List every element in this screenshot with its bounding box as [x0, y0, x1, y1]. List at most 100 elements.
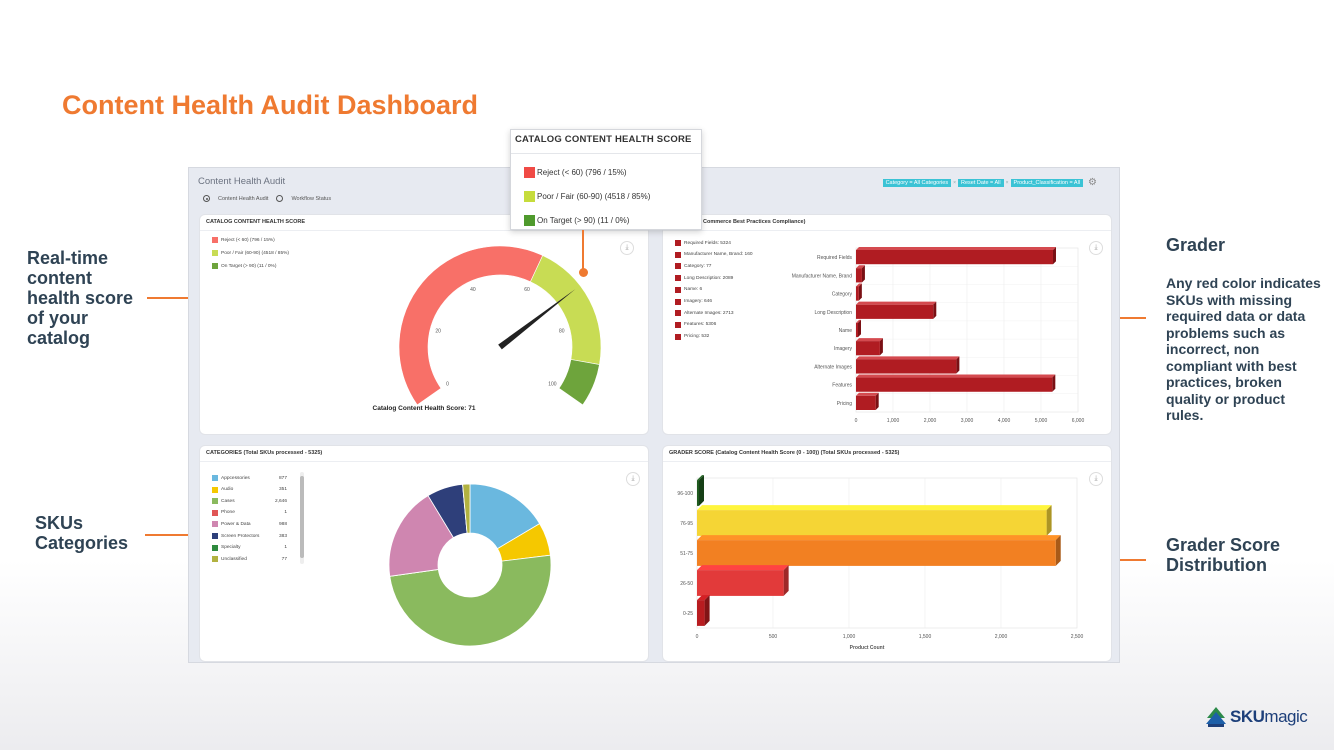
legend-swatch [212, 521, 218, 528]
legend-swatch [212, 475, 218, 481]
gauge-legend-item[interactable]: Reject (< 60) (796 / 15%) [212, 237, 275, 243]
popup-item-on-target[interactable]: On Target (> 90) (11 / 0%) [524, 215, 629, 226]
grader-bar[interactable] [856, 374, 1056, 392]
gauge-band-2 [558, 359, 600, 406]
gauge-tick-label: 60 [524, 287, 530, 293]
download-icon[interactable]: ⤓ [626, 472, 640, 486]
grader-legend-item[interactable]: Category: 77 [675, 263, 711, 270]
distribution-bar[interactable] [697, 535, 1061, 566]
legend-label: Pricing: 532 [684, 334, 710, 340]
category-name: Screen Protectors [221, 533, 260, 539]
grader-legend-item[interactable]: Alternate Images: 2713 [675, 310, 734, 317]
radio-content-health-audit[interactable] [203, 195, 210, 202]
scrollbar-thumb[interactable] [300, 476, 304, 558]
donut-slice-unclassified[interactable] [462, 483, 471, 534]
x-tick-label: 5,000 [1035, 418, 1048, 424]
category-name: Cases [221, 498, 235, 504]
grader-legend-item[interactable]: Features: 5306 [675, 321, 716, 328]
category-count: 2,646 [274, 498, 287, 504]
category-legend-item[interactable]: Phone 1 [212, 509, 287, 516]
y-tick-label: Required Fields [817, 255, 853, 261]
grader-legend-item[interactable]: Manufacturer Name, Brand: 160 [675, 251, 753, 258]
gauge-legend-item[interactable]: On Target (> 90) (11 / 0%) [212, 263, 276, 269]
grader-bar[interactable] [856, 301, 937, 319]
download-icon[interactable]: ⤓ [620, 241, 634, 255]
donut-slice-power-data[interactable] [388, 495, 454, 577]
grader-bar[interactable] [856, 265, 865, 283]
filter-chip-classification[interactable]: Product_Classification = All [1010, 178, 1084, 187]
gear-icon[interactable]: ⚙ [1088, 177, 1097, 188]
legend-swatch [212, 509, 218, 516]
filter-remove-icon[interactable]: × [1005, 179, 1009, 186]
panel-title: GRADER SCORE (Catalog Content Health Sco… [669, 450, 900, 456]
distribution-bar[interactable] [697, 475, 704, 506]
gauge-needle [498, 289, 576, 350]
filter-bar: Category = All Categories × Reset Date =… [882, 177, 1097, 188]
legend-swatch [212, 250, 218, 256]
x-tick-label: 1,000 [843, 634, 856, 640]
popup-item-poor-fair[interactable]: Poor / Fair (60-90) (4518 / 85%) [524, 191, 650, 202]
gauge-legend-item[interactable]: Poor / Fair (60-90) (4518 / 85%) [212, 250, 289, 256]
popup-item-label: On Target (> 90) (11 / 0%) [537, 216, 630, 225]
distribution-bar[interactable] [697, 565, 789, 596]
gauge-tick-label: 80 [559, 328, 565, 334]
filter-chip-reset-date[interactable]: Reset Date = All [958, 178, 1004, 187]
category-legend-item[interactable]: Cases 2,646 [212, 498, 287, 505]
category-legend-item[interactable]: Screen Protectors 383 [212, 533, 287, 539]
grader-legend-item[interactable]: Required Fields: 5324 [675, 240, 731, 246]
category-legend-item[interactable]: Specialty 1 [212, 544, 287, 551]
x-tick-label: 2,500 [1071, 634, 1084, 640]
distribution-panel: GRADER SCORE (Catalog Content Health Sco… [662, 445, 1112, 662]
category-name: Audio [221, 487, 234, 493]
category-legend-item[interactable]: Power & Data 988 [212, 521, 287, 528]
grader-legend-item[interactable]: Imagery: 646 [675, 298, 712, 305]
radio-workflow-status[interactable] [276, 195, 284, 202]
legend-swatch [212, 237, 218, 243]
legend-swatch [675, 251, 681, 258]
x-tick-label: 2,000 [924, 418, 937, 424]
legend-swatch [675, 298, 681, 305]
y-tick-label: 76-95 [680, 521, 693, 527]
grader-legend-item[interactable]: Name: 6 [675, 286, 702, 293]
gauge-caption: Catalog Content Health Score: 71 [372, 405, 476, 412]
download-icon[interactable]: ⤓ [1089, 472, 1103, 486]
y-tick-label: Manufacturer Name, Brand [792, 273, 853, 279]
x-axis-label: Product Count [850, 645, 885, 651]
download-icon[interactable]: ⤓ [1089, 241, 1103, 255]
filter-remove-icon[interactable]: × [953, 179, 957, 186]
grader-bar[interactable] [856, 338, 883, 356]
distribution-bar[interactable] [697, 505, 1052, 536]
callout-connector [145, 534, 195, 536]
filter-chip-category[interactable]: Category = All Categories [882, 178, 952, 187]
page-headline: Content Health Audit Dashboard [62, 90, 478, 120]
legend-swatch [675, 286, 681, 293]
grader-bar[interactable] [856, 319, 861, 338]
legend-scrollbar[interactable] [300, 472, 304, 564]
grader-legend-item[interactable]: Pricing: 532 [675, 333, 710, 340]
category-legend-item[interactable]: Audio 351 [212, 486, 287, 493]
y-tick-label: Category [832, 292, 853, 298]
panel-title: Commerce Best Practices Compliance) [703, 219, 806, 225]
radio-label: Workflow Status [291, 195, 332, 202]
panel-title: CATEGORIES (Total SKUs processed - 5325) [206, 450, 323, 456]
grader-bar[interactable] [856, 392, 879, 410]
category-count: 77 [281, 556, 287, 562]
legend-label: Long Description: 2089 [684, 275, 734, 281]
distribution-bar[interactable] [697, 595, 710, 626]
category-legend-item[interactable]: Unclassified 77 [212, 556, 287, 563]
category-count: 351 [278, 487, 287, 493]
donut-slice-cases[interactable] [389, 554, 552, 647]
category-name: Unclassified [221, 556, 247, 562]
grader-legend-item[interactable]: Long Description: 2089 [675, 275, 734, 282]
legend-swatch [524, 167, 535, 178]
grader-bar[interactable] [856, 283, 862, 301]
gauge-band-1 [530, 255, 602, 365]
y-tick-label: Pricing [837, 401, 853, 407]
grader-bar[interactable] [856, 247, 1056, 265]
y-tick-label: 0-25 [683, 611, 693, 617]
app-title: Content Health Audit [198, 176, 286, 187]
grader-bar[interactable] [856, 356, 960, 374]
popup-item-reject[interactable]: Reject (< 60) (796 / 15%) [524, 167, 627, 178]
category-legend-item[interactable]: Appcessories 877 [212, 475, 287, 481]
health-score-popup: CATALOG CONTENT HEALTH SCORE Reject (< 6… [510, 129, 702, 230]
